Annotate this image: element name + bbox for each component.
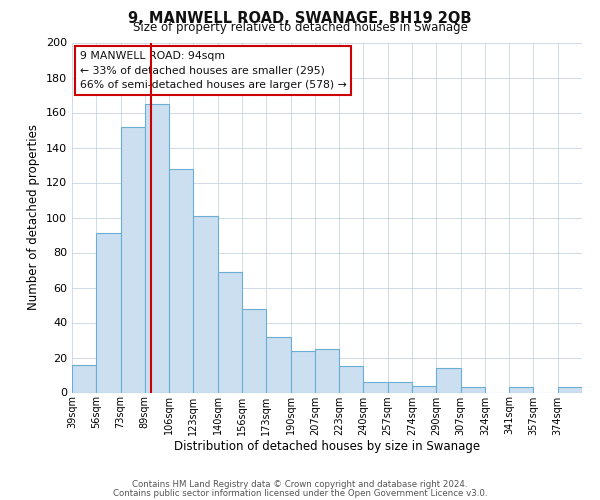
Bar [461, 387, 485, 392]
Text: Contains public sector information licensed under the Open Government Licence v3: Contains public sector information licen… [113, 488, 487, 498]
Bar [558, 387, 582, 392]
Text: 9 MANWELL ROAD: 94sqm
← 33% of detached houses are smaller (295)
66% of semi-det: 9 MANWELL ROAD: 94sqm ← 33% of detached … [80, 52, 346, 90]
Bar [169, 168, 193, 392]
Bar [436, 368, 461, 392]
Bar [72, 364, 96, 392]
Bar [509, 387, 533, 392]
Bar [145, 104, 169, 393]
Text: 9, MANWELL ROAD, SWANAGE, BH19 2QB: 9, MANWELL ROAD, SWANAGE, BH19 2QB [128, 11, 472, 26]
Bar [290, 350, 315, 393]
Text: Contains HM Land Registry data © Crown copyright and database right 2024.: Contains HM Land Registry data © Crown c… [132, 480, 468, 489]
Text: Size of property relative to detached houses in Swanage: Size of property relative to detached ho… [133, 21, 467, 34]
Bar [121, 126, 145, 392]
Y-axis label: Number of detached properties: Number of detached properties [28, 124, 40, 310]
Bar [339, 366, 364, 392]
Bar [388, 382, 412, 392]
Bar [193, 216, 218, 392]
X-axis label: Distribution of detached houses by size in Swanage: Distribution of detached houses by size … [174, 440, 480, 454]
Bar [218, 272, 242, 392]
Bar [315, 349, 339, 393]
Bar [266, 336, 290, 392]
Bar [412, 386, 436, 392]
Bar [242, 308, 266, 392]
Bar [364, 382, 388, 392]
Bar [96, 233, 121, 392]
